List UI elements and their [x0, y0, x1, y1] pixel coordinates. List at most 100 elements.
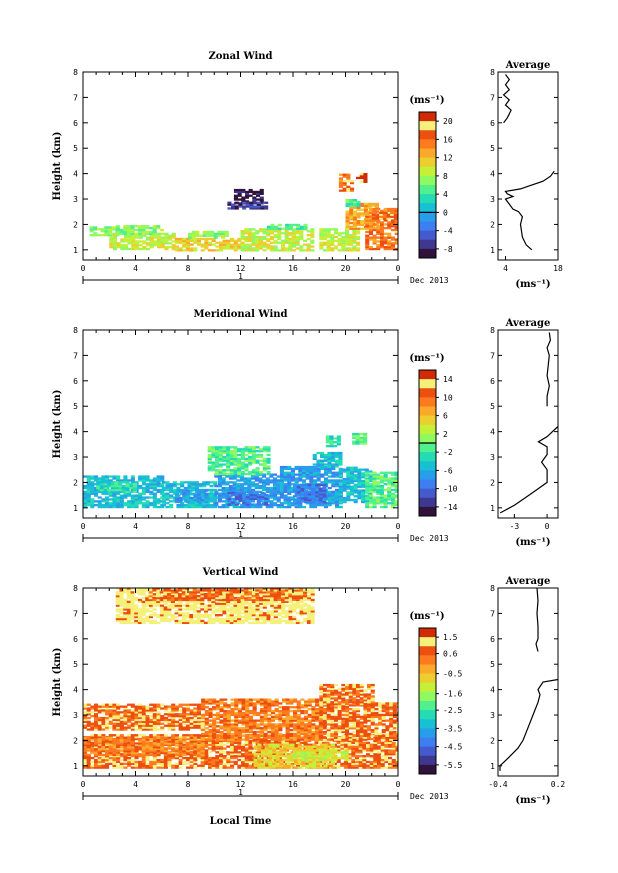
heatmap-cell — [249, 207, 254, 210]
heatmap-cell — [237, 465, 242, 468]
heatmap-cell — [241, 729, 246, 732]
heatmap-cell — [116, 479, 121, 482]
heatmap-cell — [278, 732, 283, 736]
heatmap-cell — [395, 762, 398, 765]
heatmap-cell — [231, 503, 236, 506]
heatmap-cell — [380, 758, 385, 762]
heatmap-cell — [371, 202, 376, 206]
heatmap-cell — [189, 489, 194, 492]
heatmap-cell — [211, 766, 216, 769]
heatmap-cell — [196, 755, 201, 758]
heatmap-cell — [266, 448, 271, 451]
heatmap-cell — [232, 485, 237, 488]
heatmap-cell — [212, 708, 217, 711]
heatmap-cell — [163, 755, 168, 758]
heatmap-cell — [107, 228, 112, 231]
heatmap-cell — [259, 711, 264, 715]
heatmap-cell — [280, 247, 285, 250]
heatmap-cell — [366, 766, 371, 769]
heatmap-cell — [266, 459, 271, 462]
heatmap-cell — [334, 235, 339, 239]
heatmap-cell — [130, 738, 135, 741]
heatmap-cell — [368, 483, 373, 486]
heatmap-cell — [131, 236, 136, 239]
heatmap-cell — [96, 481, 101, 484]
heatmap-cell — [331, 492, 336, 495]
heatmap-cell — [241, 730, 246, 734]
heatmap-cell — [252, 739, 257, 743]
heatmap-cell — [145, 755, 150, 758]
heatmap-cell — [394, 242, 398, 245]
heatmap-cell — [276, 496, 281, 499]
heatmap-cell — [99, 488, 104, 492]
heatmap-cell — [379, 211, 384, 214]
heatmap-cell — [352, 200, 357, 204]
heatmap-cell — [135, 240, 140, 243]
heatmap-cell — [352, 232, 357, 235]
heatmap-cell — [356, 237, 361, 241]
heatmap-cell — [119, 504, 124, 507]
heatmap-cell — [145, 479, 150, 482]
heatmap-cell — [245, 503, 250, 506]
heatmap-cell — [215, 725, 220, 728]
heatmap-cell — [160, 477, 165, 480]
heatmap-cell — [185, 245, 190, 248]
heatmap-cell — [207, 459, 212, 462]
heatmap-cell — [327, 481, 332, 484]
heatmap-cell — [371, 213, 376, 216]
heatmap-cell — [119, 746, 124, 749]
heatmap-cell — [335, 490, 340, 493]
heatmap-cell — [259, 196, 264, 199]
heatmap-cell — [352, 221, 357, 225]
heatmap-cell — [338, 468, 343, 471]
heatmap-cell — [356, 235, 361, 239]
heatmap-cell — [273, 235, 278, 239]
colorbar-swatch — [419, 406, 436, 417]
heatmap-cell — [196, 498, 201, 502]
heatmap-cell — [350, 187, 355, 190]
heatmap-cell — [287, 505, 292, 509]
heatmap-cell — [292, 741, 297, 744]
heatmap-cell — [265, 481, 270, 484]
heatmap-cell — [259, 732, 264, 736]
heatmap-cell — [206, 234, 211, 237]
heatmap-cell — [161, 500, 166, 503]
heatmap-cell — [303, 223, 308, 227]
heatmap-cell — [219, 743, 224, 746]
heatmap-cell — [183, 481, 188, 484]
colorbar-tick-label: 14 — [443, 375, 453, 384]
profile-line-lower — [499, 426, 559, 514]
heatmap-cell — [230, 738, 235, 741]
heatmap-cell — [394, 228, 398, 232]
heatmap-cell — [215, 457, 220, 460]
heatmap-cell — [259, 760, 264, 764]
heatmap-cell — [145, 483, 150, 486]
heatmap-cell — [152, 739, 157, 743]
heatmap-cell — [293, 495, 298, 498]
heatmap-cell — [222, 459, 227, 462]
heatmap-cell — [253, 205, 258, 208]
heatmap-cell — [347, 762, 352, 765]
heatmap-cell — [331, 479, 336, 482]
heatmap-cell — [222, 471, 227, 474]
heatmap-cell — [283, 494, 288, 497]
heatmap-cell — [230, 743, 235, 746]
heatmap-cell — [253, 497, 258, 500]
heatmap-cell — [215, 448, 220, 451]
heatmap-cell — [229, 463, 234, 466]
heatmap-cell — [172, 488, 177, 492]
heatmap-cell — [387, 483, 392, 486]
heatmap-cell — [350, 472, 355, 475]
heatmap-cell — [256, 727, 261, 730]
heatmap-cell — [356, 227, 361, 230]
heatmap-cell — [367, 204, 372, 207]
heatmap-cell — [338, 457, 343, 460]
heatmap-cell — [313, 505, 318, 509]
heatmap-cell — [230, 713, 235, 717]
heatmap-cell — [375, 217, 380, 220]
heatmap-cell — [185, 249, 190, 252]
heatmap-cell — [127, 505, 132, 509]
heatmap-cell — [357, 476, 362, 479]
heatmap-cell — [90, 738, 95, 741]
heatmap-cell — [237, 467, 242, 470]
